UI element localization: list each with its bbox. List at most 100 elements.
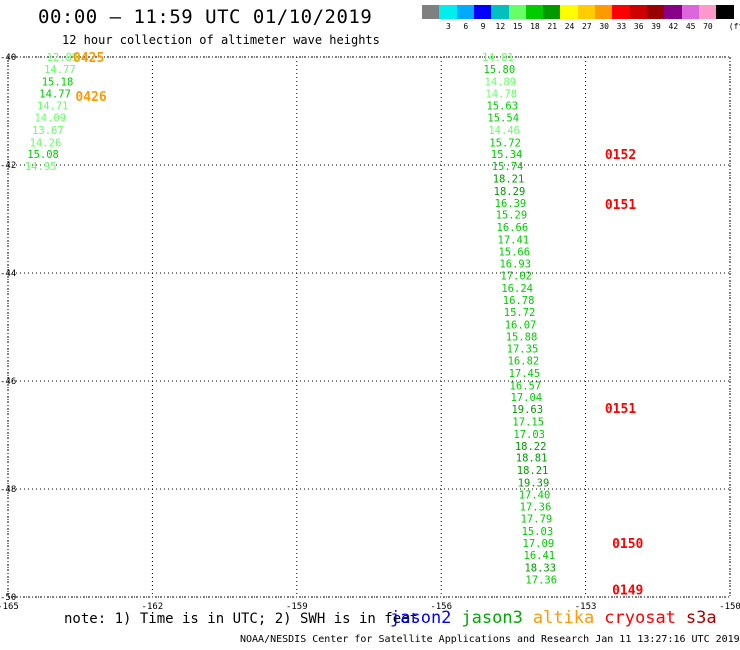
color-scale-label: 12 <box>495 22 506 31</box>
swh-label: 14.09 <box>34 112 66 124</box>
swh-label: 14.89 <box>485 76 517 88</box>
swh-label: 14.78 <box>485 89 517 101</box>
color-scale-label: 18 <box>530 22 540 31</box>
swh-label: 16.07 <box>505 319 537 331</box>
time-label: 0151 <box>605 198 636 213</box>
time-label: 0152 <box>605 148 636 163</box>
color-scale-label: 45 <box>685 22 696 31</box>
color-scale-label: 3 <box>446 22 451 31</box>
color-scale-unit: (ft) <box>728 22 740 31</box>
swh-label: 17.04 <box>511 392 543 404</box>
time-label: 0150 <box>612 537 643 552</box>
color-scale-label: 42 <box>668 22 679 31</box>
color-scale-label: 6 <box>463 22 469 31</box>
color-scale-label: 30 <box>599 22 609 31</box>
swh-label: 17.79 <box>521 514 553 526</box>
swh-label: 15.72 <box>504 307 536 319</box>
swh-label: 17.41 <box>498 235 530 247</box>
swh-label: 18.21 <box>493 174 525 186</box>
swh-label: 14.77 <box>44 64 76 76</box>
credit-line: NOAA/NESDIS Center for Satellite Applica… <box>240 634 740 645</box>
lon-tick-label: -150 <box>719 602 740 612</box>
swh-label: 14.95 <box>25 161 57 173</box>
swh-label: 15.88 <box>506 332 538 344</box>
lon-tick-label: -162 <box>142 602 164 612</box>
color-scale-swatch <box>473 5 492 19</box>
satellite-legend-item: altika <box>532 608 595 628</box>
color-scale-label: 39 <box>651 22 661 31</box>
color-scale-label: 24 <box>564 22 575 31</box>
time-label: 0149 <box>612 583 643 598</box>
swh-label: 13.67 <box>32 125 64 137</box>
swh-label: 18.29 <box>494 186 526 198</box>
swh-label: 17.35 <box>507 344 539 356</box>
swh-label: 18.22 <box>515 441 547 453</box>
swh-label: 19.39 <box>518 478 550 490</box>
color-scale-label: 36 <box>633 22 644 31</box>
swh-label: 14.26 <box>30 137 62 149</box>
swh-label: 15.80 <box>484 64 516 76</box>
time-label: 0151 <box>605 402 636 417</box>
swh-label: 14.71 <box>37 101 69 113</box>
color-scale-swatch <box>422 5 440 19</box>
swh-label: 15.29 <box>496 210 528 222</box>
color-scale-swatch <box>716 5 734 19</box>
swh-label: 15.54 <box>487 112 519 124</box>
lon-tick-label: -159 <box>286 602 308 612</box>
satellite-legend: jason2 jason3 altika cryosat s3a <box>390 608 727 628</box>
color-scale-swatch <box>543 5 561 19</box>
color-scale-swatch <box>577 5 596 19</box>
swh-label: 17.03 <box>513 429 545 441</box>
color-scale-swatch <box>646 5 665 19</box>
swh-label: 15.74 <box>492 161 524 173</box>
satellite-legend-item: s3a <box>685 608 717 628</box>
swh-label: 14.77 <box>39 89 71 101</box>
swh-label: 12.89 <box>47 52 79 64</box>
swh-label: 17.40 <box>519 489 551 501</box>
swh-label: 15.08 <box>27 149 59 161</box>
swh-label: 17.36 <box>525 575 557 587</box>
color-scale-swatch <box>612 5 630 19</box>
color-scale-swatch <box>595 5 613 19</box>
color-scale-swatch <box>491 5 509 19</box>
time-label: 0425 <box>73 51 104 66</box>
swh-label: 14.46 <box>488 125 520 137</box>
swh-label: 14.81 <box>482 52 514 64</box>
color-scale-label: 9 <box>480 22 486 31</box>
units-note: note: 1) Time is in UTC; 2) SWH is in fe… <box>64 611 419 627</box>
swh-label: 15.63 <box>486 101 518 113</box>
swh-label: 15.72 <box>489 137 521 149</box>
swh-label: 16.93 <box>499 258 531 270</box>
color-scale-swatch <box>681 5 700 19</box>
swh-label: 16.66 <box>497 222 529 234</box>
page-title: 00:00 – 11:59 UTC 01/10/2019 <box>38 6 373 28</box>
time-label: 0426 <box>75 90 106 105</box>
swh-label: 16.24 <box>501 283 533 295</box>
swh-label: 17.02 <box>500 271 532 283</box>
satellite-legend-item: jason2 <box>390 608 452 628</box>
swh-label: 17.09 <box>523 538 555 550</box>
swh-label: 15.34 <box>491 149 523 161</box>
color-scale-swatch <box>698 5 717 19</box>
swh-label: 15.03 <box>522 526 554 538</box>
swh-label: 18.81 <box>516 453 548 465</box>
color-scale-label: 27 <box>582 22 592 31</box>
swh-label: 18.21 <box>517 465 549 477</box>
swh-label: 17.36 <box>520 501 552 513</box>
swh-label: 19.63 <box>511 404 543 416</box>
satellite-legend-item: cryosat <box>604 608 676 628</box>
lon-tick-label: -165 <box>0 602 19 612</box>
swh-label: 16.78 <box>503 295 535 307</box>
page-subtitle: 12 hour collection of altimeter wave hei… <box>62 33 380 47</box>
satellite-legend-item: jason3 <box>461 608 523 628</box>
map-frame <box>7 56 731 598</box>
swh-label: 16.39 <box>495 198 527 210</box>
color-scale-swatch <box>525 5 544 19</box>
color-scale-swatch <box>456 5 475 19</box>
swh-label: 15.18 <box>42 76 74 88</box>
swh-label: 16.41 <box>524 550 556 562</box>
swh-label: 18.33 <box>524 562 556 574</box>
swh-label: 17.45 <box>509 368 541 380</box>
lat-tick-label: -50 <box>0 593 16 603</box>
